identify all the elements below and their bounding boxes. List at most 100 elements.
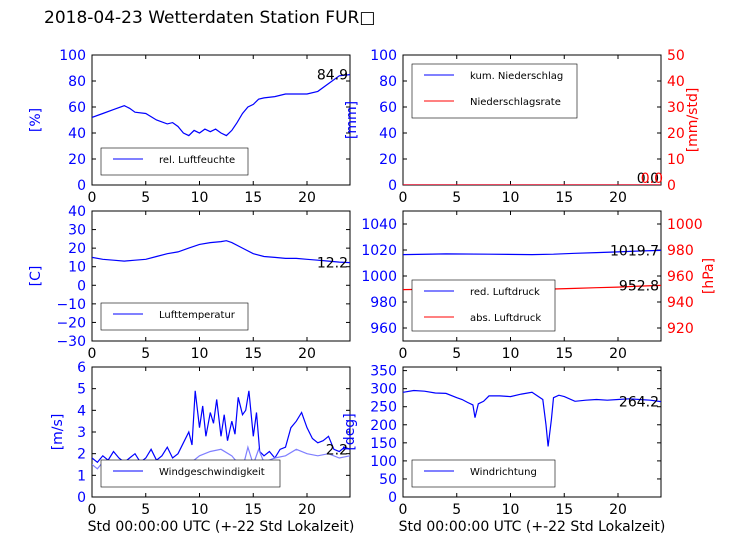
x-tick-label: 5: [452, 502, 461, 518]
legend-box: [411, 63, 578, 119]
y-tick-label: 350: [370, 364, 397, 380]
y-tick-label: 40: [68, 126, 86, 142]
value-annotation: 0.0: [637, 171, 659, 187]
y-tick-label: 150: [370, 436, 397, 452]
x-tick-label: 15: [244, 346, 262, 362]
y-tick-label: 5: [77, 382, 86, 398]
legend-label: Niederschlagsrate: [470, 97, 561, 108]
y-right-axis-label: [hPa]: [701, 258, 717, 294]
x-tick-label: 0: [399, 346, 408, 362]
y-tick-label: 1: [77, 468, 86, 484]
x-tick-label: 20: [298, 502, 316, 518]
y-tick-label: 6: [77, 360, 86, 376]
plot-frame-6: [402, 366, 662, 498]
plot-frame-3: [91, 210, 351, 342]
x-tick-label: 5: [452, 346, 461, 362]
y-right-tick-label: 40: [667, 74, 685, 90]
legend-label: kum. Niederschlag: [470, 71, 563, 82]
y-tick-label: 300: [370, 382, 397, 398]
legend-label: rel. Luftfeuchte: [159, 155, 235, 166]
y-right-tick-label: 920: [667, 321, 694, 337]
x-tick-label: 20: [298, 190, 316, 206]
y-tick-label: −20: [56, 315, 86, 331]
legend-box: [411, 279, 556, 332]
x-tick-label: 20: [298, 346, 316, 362]
y-tick-label: 3: [77, 425, 86, 441]
x-tick-label: 15: [244, 190, 262, 206]
y-tick-label: 20: [68, 152, 86, 168]
legend-box: [411, 459, 556, 488]
y-axis-label: [deg]: [342, 413, 358, 450]
x-tick-label: 0: [88, 190, 97, 206]
y-tick-label: 100: [370, 48, 397, 64]
y-tick-label: 20: [68, 241, 86, 257]
x-tick-label: 10: [502, 190, 520, 206]
x-tick-label: 15: [244, 502, 262, 518]
y-tick-label: 960: [370, 321, 397, 337]
series-line: [92, 240, 350, 264]
x-tick-label: 0: [399, 502, 408, 518]
y-right-tick-label: 10: [667, 152, 685, 168]
y-axis-label: [mm]: [344, 101, 360, 139]
y-tick-label: 20: [379, 152, 397, 168]
series-line: [403, 389, 661, 447]
x-tick-label: 15: [555, 502, 573, 518]
plot-frame-1: [91, 54, 351, 186]
y-tick-label: 80: [68, 74, 86, 90]
x-tick-label: 10: [502, 346, 520, 362]
x-tick-label: 10: [191, 346, 209, 362]
y-right-tick-label: 30: [667, 100, 685, 116]
y-tick-label: 80: [379, 74, 397, 90]
legend-box: [100, 302, 249, 331]
series-line: [403, 249, 661, 256]
x-tick-label: 0: [88, 346, 97, 362]
legend-label: Windgeschwindigkeit: [159, 467, 265, 478]
legend-label: Lufttemperatur: [159, 310, 236, 321]
x-axis-label: Std 00:00:00 UTC (+-22 Std Lokalzeit): [399, 519, 666, 535]
y-tick-label: 1020: [361, 243, 397, 259]
y-tick-label: 60: [68, 100, 86, 116]
x-tick-label: 15: [555, 346, 573, 362]
y-tick-label: 100: [370, 454, 397, 470]
y-tick-label: 0: [77, 490, 86, 506]
y-tick-label: 0: [388, 178, 397, 194]
x-tick-label: 10: [191, 502, 209, 518]
x-tick-label: 0: [399, 190, 408, 206]
legend-label: red. Luftdruck: [470, 287, 540, 298]
x-tick-label: 5: [452, 190, 461, 206]
y-tick-label: −30: [56, 334, 86, 350]
legend-label: abs. Luftdruck: [470, 313, 541, 324]
x-tick-label: 5: [141, 346, 150, 362]
value-annotation: 1019.7: [610, 243, 659, 259]
y-right-axis-label: [mm/std]: [685, 88, 701, 153]
x-tick-label: 10: [191, 190, 209, 206]
y-tick-label: 100: [59, 48, 86, 64]
x-axis-label: Std 00:00:00 UTC (+-22 Std Lokalzeit): [88, 519, 355, 535]
y-tick-label: 0: [388, 490, 397, 506]
y-tick-label: 0: [77, 278, 86, 294]
y-right-tick-label: 960: [667, 269, 694, 285]
y-tick-label: 40: [379, 126, 397, 142]
y-tick-label: 30: [68, 223, 86, 239]
y-tick-label: 1040: [361, 217, 397, 233]
value-annotation-right: 952.8: [619, 278, 659, 294]
y-right-tick-label: 0: [667, 178, 676, 194]
y-tick-label: −10: [56, 297, 86, 313]
y-tick-label: 10: [68, 260, 86, 276]
value-annotation: 84.9: [317, 68, 348, 84]
y-axis-label: [m/s]: [50, 414, 66, 451]
value-annotation: 2.2: [326, 442, 348, 458]
series-line: [92, 390, 350, 464]
x-tick-label: 0: [88, 502, 97, 518]
x-tick-label: 20: [609, 190, 627, 206]
y-right-tick-label: 20: [667, 126, 685, 142]
y-tick-label: 2: [77, 447, 86, 463]
y-tick-label: 60: [379, 100, 397, 116]
legend-box: [100, 459, 281, 488]
x-tick-label: 15: [555, 190, 573, 206]
y-tick-label: 40: [68, 204, 86, 220]
x-tick-label: 5: [141, 502, 150, 518]
y-axis-label: [%]: [28, 108, 44, 132]
y-tick-label: 980: [370, 295, 397, 311]
y-tick-label: 4: [77, 403, 86, 419]
